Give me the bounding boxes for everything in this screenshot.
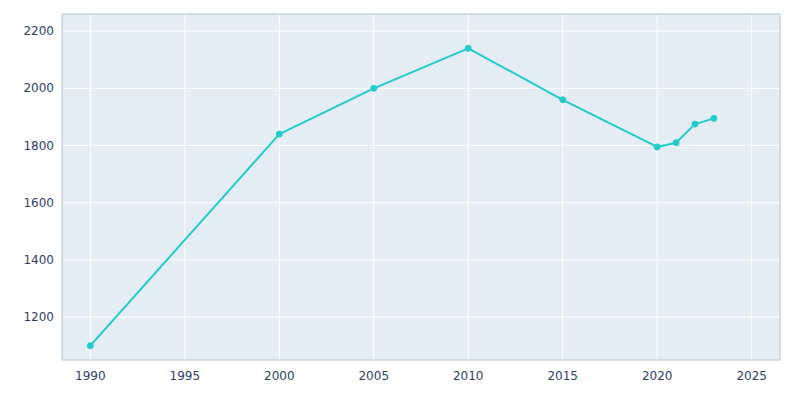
chart-container: 1990 1995 2000 2005 2010 2015 2020 2025 1200 1400… bbox=[0, 0, 800, 400]
point bbox=[371, 85, 377, 91]
plot-background bbox=[62, 14, 780, 360]
x-tick-label: 2015 bbox=[547, 369, 578, 383]
y-tick-label: 2000 bbox=[23, 81, 54, 95]
x-grid-line bbox=[562, 14, 563, 360]
x-tick-label: 1990 bbox=[75, 369, 106, 383]
x-grid-line bbox=[751, 14, 752, 360]
point bbox=[560, 97, 566, 103]
y-tick-label: 1600 bbox=[23, 196, 54, 210]
point bbox=[276, 131, 282, 137]
y-grid-line bbox=[62, 259, 780, 260]
point bbox=[711, 115, 717, 121]
x-grid-line bbox=[279, 14, 280, 360]
x-tick-label: 2005 bbox=[358, 369, 389, 383]
series bbox=[87, 45, 717, 348]
x-tick-label: 1995 bbox=[170, 369, 201, 383]
point bbox=[87, 343, 93, 349]
y-tick-label: 2200 bbox=[23, 24, 54, 38]
x-grid-line bbox=[468, 14, 469, 360]
x-tick-label: 2025 bbox=[736, 369, 767, 383]
x-grid-line bbox=[657, 14, 658, 360]
x-grid-line bbox=[373, 14, 374, 360]
x-tick-label: 2000 bbox=[264, 369, 295, 383]
plot-frame bbox=[62, 14, 780, 360]
x-tick-label: 2010 bbox=[453, 369, 484, 383]
point bbox=[673, 140, 679, 146]
y-grid-line bbox=[62, 88, 780, 89]
y-tick-label: 1800 bbox=[23, 139, 54, 153]
point bbox=[465, 45, 471, 51]
y-grid-line bbox=[62, 145, 780, 146]
y-grid-line bbox=[62, 31, 780, 32]
point bbox=[692, 121, 698, 127]
x-tick-label: 2020 bbox=[642, 369, 673, 383]
tick-labels: 1990 1995 2000 2005 2010 2015 2020 2025 1200 1400… bbox=[23, 24, 766, 383]
x-grid-line bbox=[184, 14, 185, 360]
point bbox=[654, 144, 660, 150]
line bbox=[90, 48, 714, 345]
grid bbox=[62, 14, 780, 360]
y-tick-label: 1200 bbox=[23, 310, 54, 324]
x-grid-line bbox=[90, 14, 91, 360]
chart: 1990 1995 2000 2005 2010 2015 2020 2025 1200 1400… bbox=[0, 0, 800, 400]
y-grid-line bbox=[62, 317, 780, 318]
y-tick-label: 1400 bbox=[23, 253, 54, 267]
y-grid-line bbox=[62, 202, 780, 203]
